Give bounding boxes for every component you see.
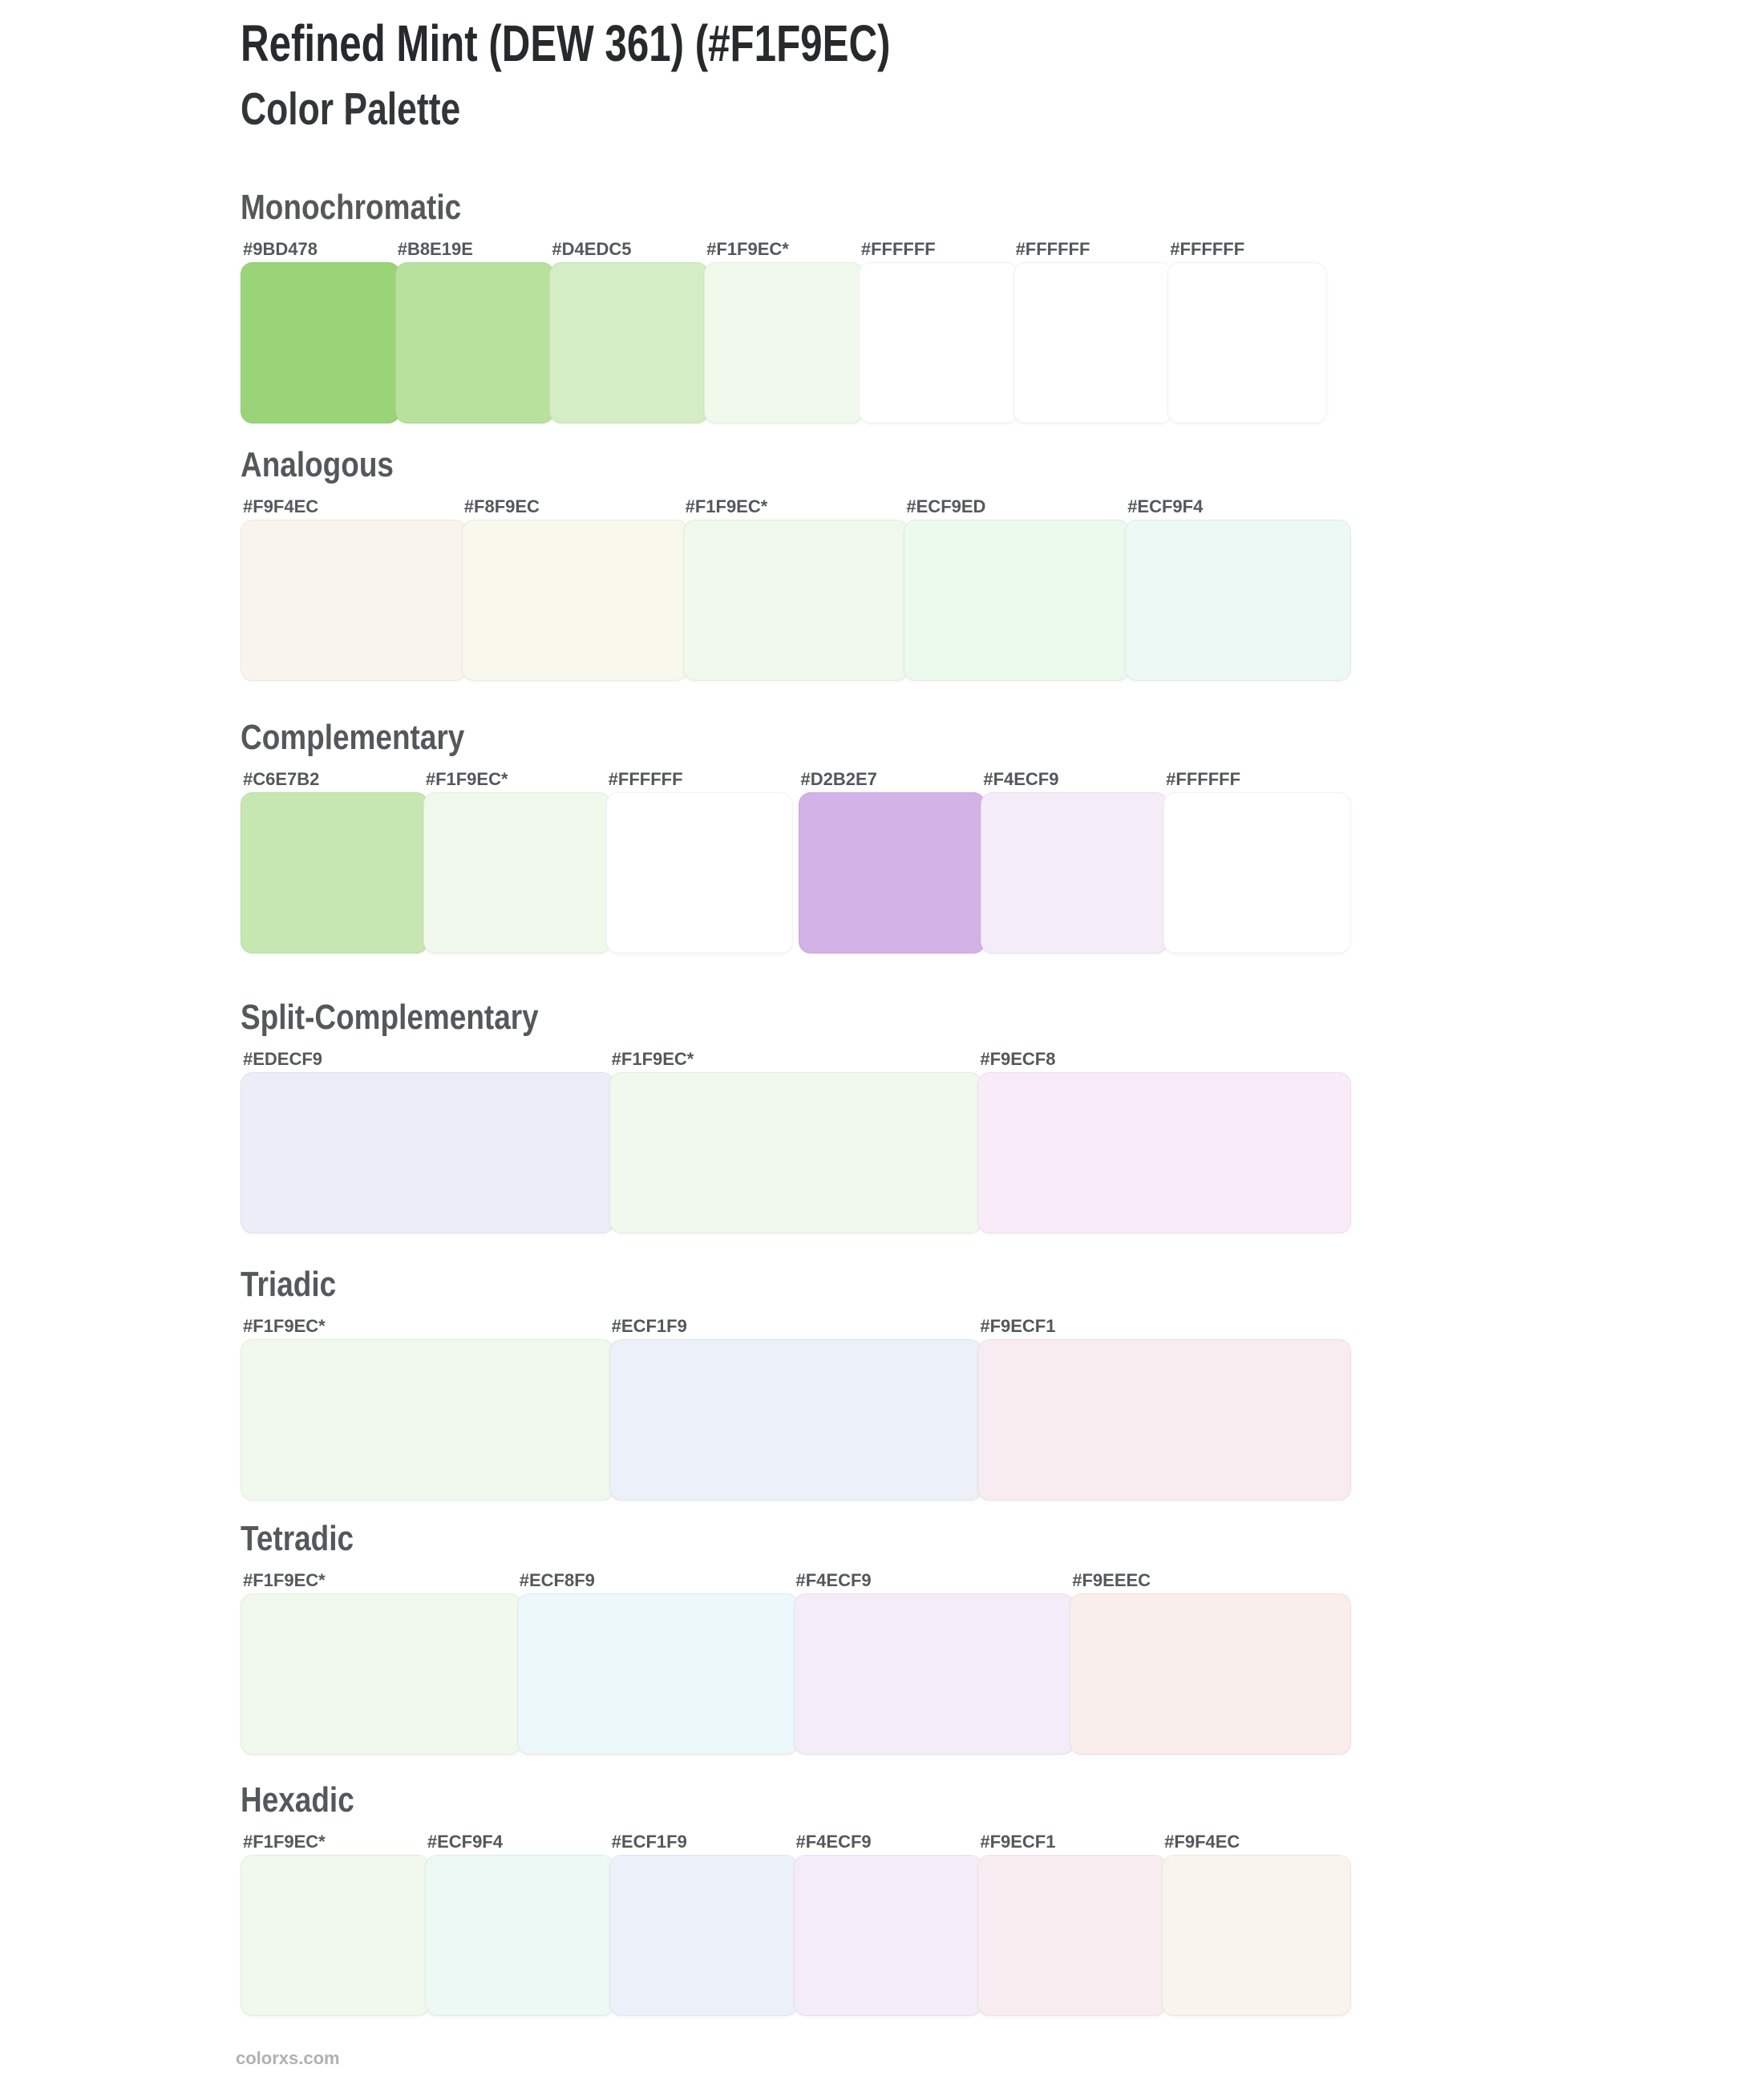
palette-section-monochromatic: Monochromatic #9BD478 #B8E19E #D4EDC5 #F1F9E… (241, 190, 1327, 423)
color-swatch[interactable] (704, 262, 864, 423)
hex-label: #D2B2E7 (800, 769, 877, 789)
hex-label: #B8E19E (397, 239, 473, 259)
hex-label: #FFFFFF (1170, 239, 1245, 259)
hex-label: #FFFFFF (860, 239, 936, 259)
hex-label: #F9F4EC (1164, 1832, 1240, 1852)
hex-label: #F9ECF1 (980, 1316, 1056, 1336)
color-swatch[interactable] (241, 1593, 522, 1755)
color-swatch[interactable] (793, 1593, 1075, 1755)
hex-label: #D4EDC5 (552, 239, 632, 259)
hex-label: #F9ECF8 (980, 1049, 1056, 1069)
hex-label: #ECF1F9 (611, 1316, 687, 1336)
hex-label: #FFFFFF (1166, 769, 1241, 789)
palette-section-complementary: Complementary #C6E7B2 #F1F9EC* #FFFFFF #D2B2… (241, 720, 1351, 953)
palette-section-split-complementary: Split-Complementary #EDECF9 #F1F9EC* #F9ECF… (241, 1000, 1351, 1233)
color-swatch[interactable] (858, 262, 1018, 423)
color-swatch[interactable] (424, 1855, 614, 2016)
section-heading: Split-Complementary (241, 998, 539, 1037)
hex-label: #F1F9EC* (243, 1570, 326, 1590)
color-swatch[interactable] (1167, 262, 1327, 423)
color-swatch[interactable] (977, 1855, 1167, 2016)
color-swatch[interactable] (609, 1339, 983, 1500)
hex-label: #F8F9EC (463, 496, 540, 516)
color-swatch[interactable] (798, 792, 986, 953)
color-swatch[interactable] (423, 792, 611, 953)
hex-label: #F9ECF1 (980, 1832, 1056, 1852)
color-swatch[interactable] (609, 1855, 799, 2016)
page-subtitle: Color Palette (241, 83, 461, 135)
section-heading: Monochromatic (241, 188, 462, 227)
color-swatch[interactable] (1013, 262, 1173, 423)
section-heading: Tetradic (241, 1519, 354, 1558)
hex-label: #EDECF9 (243, 1049, 323, 1069)
hex-label: #F1F9EC* (243, 1316, 326, 1336)
color-swatch[interactable] (605, 792, 794, 953)
color-swatch[interactable] (241, 262, 400, 423)
palette-section-analogous: Analogous #F9F4EC #F8F9EC #F1F9EC* #ECF9ED #E… (241, 447, 1351, 681)
hex-label: #ECF9ED (906, 496, 986, 516)
color-swatch[interactable] (241, 520, 467, 681)
color-swatch[interactable] (981, 792, 1169, 953)
hex-label: #F1F9EC* (685, 496, 768, 516)
color-swatch[interactable] (793, 1855, 983, 2016)
hex-label: #F4ECF9 (795, 1832, 872, 1852)
hex-label: #F4ECF9 (795, 1570, 872, 1590)
hex-label: #F1F9EC* (243, 1832, 326, 1852)
color-swatch[interactable] (1163, 792, 1351, 953)
hex-label: #ECF9F4 (1127, 496, 1204, 516)
hex-label: #F9F4EC (243, 496, 319, 516)
section-heading: Triadic (241, 1265, 337, 1304)
color-swatch[interactable] (904, 520, 1131, 681)
hex-label: #F4ECF9 (983, 769, 1059, 789)
color-swatch[interactable] (1070, 1593, 1351, 1755)
color-swatch[interactable] (549, 262, 710, 423)
color-swatch[interactable] (461, 520, 688, 681)
section-heading: Hexadic (241, 1780, 354, 1820)
hex-label: #ECF8F9 (519, 1570, 595, 1590)
color-swatch[interactable] (394, 262, 555, 423)
hex-label: #FFFFFF (608, 769, 683, 789)
color-swatch[interactable] (516, 1593, 799, 1755)
color-swatch[interactable] (977, 1339, 1351, 1500)
palette-section-tetradic: Tetradic #F1F9EC* #ECF8F9 #F4ECF9 #F9EEEC (241, 1521, 1351, 1755)
hex-label: #F1F9EC* (425, 769, 508, 789)
color-swatch[interactable] (241, 1855, 430, 2016)
hex-label: #9BD478 (243, 239, 318, 259)
palette-section-triadic: Triadic #F1F9EC* #ECF1F9 #F9ECF1 (241, 1267, 1351, 1500)
color-swatch[interactable] (241, 1339, 614, 1500)
color-swatch[interactable] (977, 1072, 1351, 1233)
hex-label: #F1F9EC* (706, 239, 789, 259)
hex-label: #FFFFFF (1015, 239, 1090, 259)
color-swatch[interactable] (1125, 520, 1351, 681)
hex-label: #ECF9F4 (427, 1832, 503, 1852)
section-heading: Analogous (241, 445, 394, 484)
color-swatch[interactable] (1162, 1855, 1351, 2016)
color-swatch[interactable] (682, 520, 909, 681)
hex-label: #C6E7B2 (243, 769, 320, 789)
section-heading: Complementary (241, 718, 465, 757)
color-swatch[interactable] (241, 1072, 614, 1233)
hex-label: #F9EEEC (1072, 1570, 1151, 1590)
footer-site-link: colorxs.com (236, 2048, 340, 2068)
palette-section-hexadic: Hexadic #F1F9EC* #ECF9F4 #ECF1F9 #F4ECF9 #F9E… (241, 1783, 1351, 2016)
hex-label: #F1F9EC* (611, 1049, 694, 1069)
color-swatch[interactable] (609, 1072, 983, 1233)
color-swatch[interactable] (241, 792, 428, 953)
page-title: Refined Mint (DEW 361) (#F1F9EC) (241, 14, 891, 72)
hex-label: #ECF1F9 (611, 1832, 687, 1852)
